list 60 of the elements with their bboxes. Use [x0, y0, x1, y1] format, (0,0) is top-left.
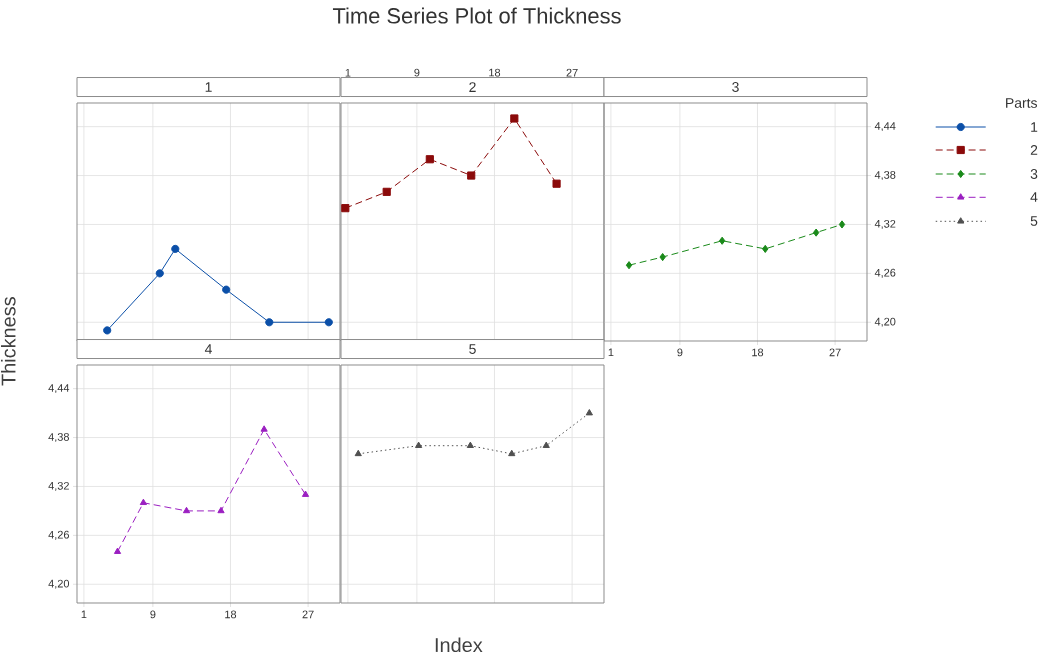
point [838, 220, 846, 229]
x-tick-label: 27 [302, 610, 314, 619]
point [425, 155, 434, 164]
point [324, 318, 333, 327]
point [301, 490, 310, 497]
point [171, 244, 180, 253]
chart-title: 1 [205, 82, 212, 92]
point [341, 204, 350, 213]
y2-tick-label: 4,44 [874, 122, 896, 132]
x-tick-label: 9 [414, 68, 420, 77]
x-axis-title: Index [435, 637, 483, 653]
x-tick-label: 27 [566, 68, 578, 77]
point [762, 244, 769, 253]
point [510, 114, 519, 123]
x-tick-label: 9 [150, 610, 156, 619]
chart-title: 3 [732, 82, 739, 92]
y-tick-label: 4,20 [48, 579, 70, 589]
point [659, 252, 666, 262]
point [552, 179, 561, 188]
x-tick-label: 18 [225, 610, 237, 619]
text: 5 [1030, 216, 1038, 226]
point [103, 326, 112, 335]
y2-tick-label: 4,38 [874, 171, 896, 181]
x-tick-label: 1 [608, 348, 614, 357]
point [113, 547, 122, 554]
y2-tick-label: 4,20 [874, 317, 896, 327]
y-tick-label: 4,38 [48, 433, 69, 443]
point [139, 498, 147, 506]
text: 4 [1030, 192, 1038, 202]
point [217, 506, 225, 514]
point [222, 285, 231, 294]
y-tick-label: 4,44 [48, 384, 70, 394]
point [155, 269, 164, 278]
x-tick-label: 9 [677, 348, 683, 357]
chart-title: 4 [204, 344, 212, 354]
x-tick-label: 1 [81, 610, 87, 619]
y-tick-label: 4,32 [48, 481, 69, 491]
y-axis-title: Thickness [0, 297, 16, 386]
x-tick-label: 1 [345, 68, 351, 77]
text: 2 [1030, 145, 1038, 155]
point [718, 236, 726, 245]
point [467, 171, 476, 180]
chart-title: 5 [469, 344, 476, 354]
point [625, 261, 633, 270]
text: Time Series Plot of Thickness [332, 7, 621, 24]
point [812, 228, 820, 237]
x-tick-label: 18 [752, 348, 764, 357]
legend-title: Parts [1006, 98, 1037, 108]
y2-tick-label: 4,26 [874, 268, 896, 278]
x-tick-label: 27 [829, 348, 841, 357]
y-tick-label: 4,26 [48, 530, 69, 540]
text: 3 [1030, 169, 1038, 179]
point [265, 318, 274, 327]
text: 1 [1031, 122, 1038, 132]
chart-title: 2 [469, 82, 476, 92]
y2-tick-label: 4,32 [874, 219, 896, 229]
x-tick-label: 18 [489, 68, 501, 77]
point [382, 187, 391, 196]
point [182, 506, 191, 514]
point [260, 425, 268, 432]
